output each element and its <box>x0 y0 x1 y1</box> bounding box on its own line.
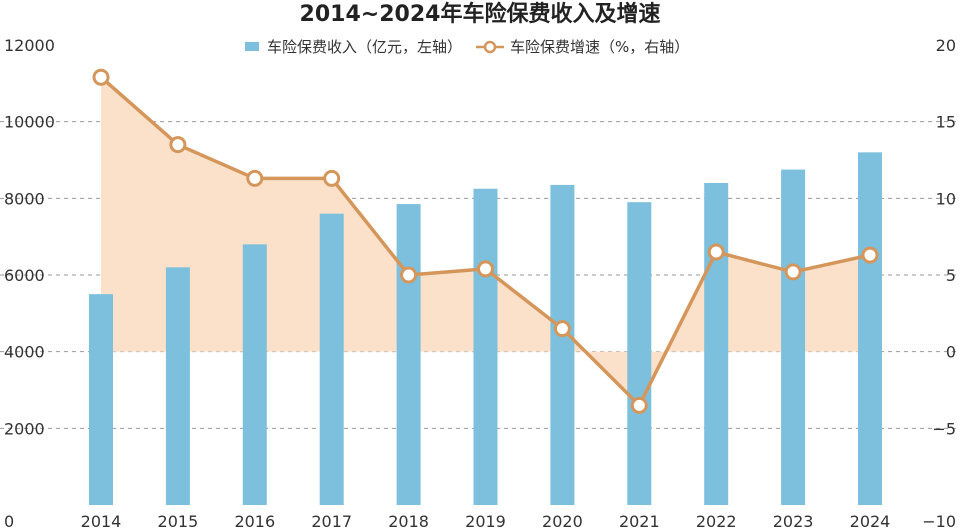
x-tick-2019: 2019 <box>465 512 506 529</box>
growth-point-2021 <box>630 396 648 414</box>
right-tick-5: 5 <box>946 266 956 285</box>
x-tick-2016: 2016 <box>234 512 275 529</box>
x-tick-2014: 2014 <box>81 512 122 529</box>
legend-line-marker-icon <box>476 40 505 53</box>
left-tick-6000: 6000 <box>4 266 45 285</box>
title-bar: 2014~2024年车险保费收入及增速 <box>0 0 960 30</box>
growth-point-2015 <box>169 136 187 154</box>
bar-series <box>89 152 882 506</box>
x-tick-2017: 2017 <box>311 512 352 529</box>
chart-title: 2014~2024年车险保费收入及增速 <box>299 2 661 27</box>
right-tick-0: 0 <box>946 343 956 362</box>
right-axis-ticks: −10 −5 0 5 10 15 20 <box>922 36 956 529</box>
bar-2024 <box>858 152 882 506</box>
legend-item-premium: 车险保费收入（亿元，左轴） <box>245 36 462 57</box>
legend-item-growth: 车险保费增速（%，右轴） <box>476 36 689 57</box>
x-tick-2024: 2024 <box>850 512 891 529</box>
growth-area <box>101 77 870 406</box>
legend-bar-swatch <box>245 42 259 51</box>
growth-point-2017 <box>323 169 341 187</box>
growth-point-2019 <box>477 260 494 278</box>
x-tick-2015: 2015 <box>158 512 199 529</box>
growth-point-2014 <box>92 68 110 86</box>
growth-point-2018 <box>400 266 418 284</box>
bar-2017 <box>319 213 344 505</box>
left-tick-10000: 10000 <box>4 113 55 132</box>
left-tick-12000: 12000 <box>4 36 55 55</box>
left-tick-0: 0 <box>4 512 14 529</box>
right-tick--10: −10 <box>922 512 956 529</box>
right-tick-15: 15 <box>936 113 956 132</box>
bar-2019 <box>473 188 498 505</box>
growth-point-2023 <box>784 263 802 281</box>
right-tick-20: 20 <box>936 36 956 55</box>
left-axis-ticks: 0 2000 4000 6000 8000 10000 12000 <box>4 36 55 529</box>
bar-2016 <box>242 244 267 506</box>
growth-point-2016 <box>246 169 264 187</box>
x-tick-2023: 2023 <box>773 512 814 529</box>
bar-2022 <box>704 183 729 505</box>
x-axis-ticks: 2014 2015 2016 2017 2018 2019 2020 2021 2022 2023… <box>81 512 891 529</box>
bar-2023 <box>781 169 806 506</box>
growth-point-2024 <box>861 246 879 264</box>
x-tick-2020: 2020 <box>542 512 583 529</box>
bar-2020 <box>550 184 575 505</box>
bar-2014 <box>89 294 113 505</box>
growth-points <box>92 68 879 414</box>
left-tick-4000: 4000 <box>4 343 45 362</box>
growth-point-2022 <box>707 243 725 261</box>
legend-label-premium: 车险保费收入（亿元，左轴） <box>267 38 463 56</box>
legend-label-growth: 车险保费增速（%，右轴） <box>510 38 690 56</box>
x-tick-2021: 2021 <box>619 512 660 529</box>
left-tick-2000: 2000 <box>4 419 45 438</box>
bar-2018 <box>396 204 421 506</box>
x-tick-2022: 2022 <box>696 512 737 529</box>
right-tick-10: 10 <box>936 189 956 208</box>
left-tick-8000: 8000 <box>4 189 45 208</box>
bar-2015 <box>165 267 190 505</box>
legend: 车险保费收入（亿元，左轴） 车险保费增速（%，右轴） <box>245 36 703 57</box>
x-tick-2018: 2018 <box>388 512 429 529</box>
right-tick--5: −5 <box>932 419 956 438</box>
bar-2021 <box>627 202 652 505</box>
growth-point-2020 <box>553 320 571 338</box>
